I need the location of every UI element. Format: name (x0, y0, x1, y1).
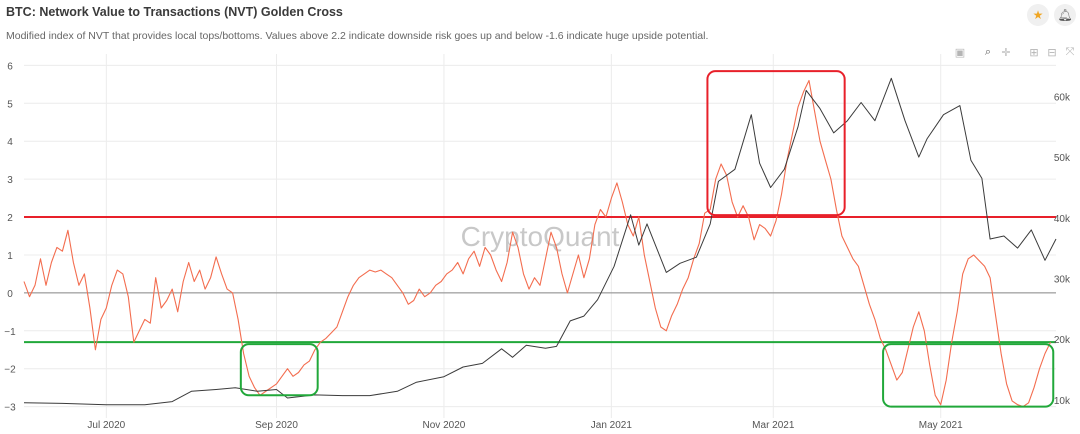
y-left-tick-label: −3 (4, 403, 16, 414)
autoscale-icon[interactable]: ⤧ (1065, 45, 1075, 58)
y-left-tick-label: 0 (7, 289, 13, 300)
x-tick-label: Sep 2020 (255, 420, 298, 431)
zoom-out-icon[interactable]: ⊟ (1047, 45, 1057, 59)
y-right-tick-label: 20k (1054, 335, 1071, 346)
y-left-tick-label: −2 (4, 365, 16, 376)
y-right-tick-label: 50k (1054, 153, 1071, 164)
y-left-tick-label: −1 (4, 327, 16, 338)
y-left-tick-label: 1 (7, 251, 13, 262)
y-right-tick-label: 30k (1054, 274, 1071, 285)
bell-icon[interactable]: 🔔︎ (1054, 4, 1076, 26)
chart-modebar: ▣ ⌕ ✛ ⊞ ⊟ ⤧ (953, 44, 1077, 60)
y-right-tick-label: 40k (1054, 214, 1071, 225)
x-tick-label: Jan 2021 (591, 420, 633, 431)
nvt-series-line (23, 79, 1051, 408)
chart-title: BTC: Network Value to Transactions (NVT)… (6, 5, 343, 19)
y-right-tick-label: 60k (1054, 92, 1071, 103)
y-left-tick-label: 3 (7, 175, 13, 186)
price-series-line (23, 77, 1057, 406)
zoom-icon[interactable]: ⌕ (984, 45, 992, 58)
highlight-box-green (882, 343, 1055, 408)
highlight-box-red (706, 70, 846, 217)
series (23, 77, 1057, 408)
y-left-tick-label: 5 (7, 99, 13, 110)
reference-lines (24, 216, 1056, 344)
highlight-boxes (239, 70, 1055, 408)
camera-icon[interactable]: ▣ (954, 45, 966, 59)
x-tick-label: Nov 2020 (423, 420, 466, 431)
zoom-in-icon[interactable]: ⊞ (1029, 45, 1039, 59)
y-left-tick-label: 6 (7, 61, 13, 72)
x-tick-label: Mar 2021 (752, 420, 795, 431)
y-right-tick-label: 10k (1054, 396, 1071, 407)
axes: 6 5 4 3 2 1 0 −1 −2 −3 Jul 2020 Sep 2020 Nov 2020 Jan… (4, 61, 1071, 431)
chart-subtitle: Modified index of NVT that provides loca… (6, 30, 709, 42)
watermark: CryptoQuant (461, 221, 620, 252)
star-icon[interactable]: ★ (1027, 4, 1049, 26)
highlight-box-green (239, 343, 319, 397)
y-left-tick-label: 4 (7, 137, 13, 148)
y-left-tick-label: 2 (7, 213, 13, 224)
x-tick-label: May 2021 (919, 420, 963, 431)
pan-icon[interactable]: ✛ (1001, 45, 1011, 59)
x-tick-label: Jul 2020 (87, 420, 125, 431)
